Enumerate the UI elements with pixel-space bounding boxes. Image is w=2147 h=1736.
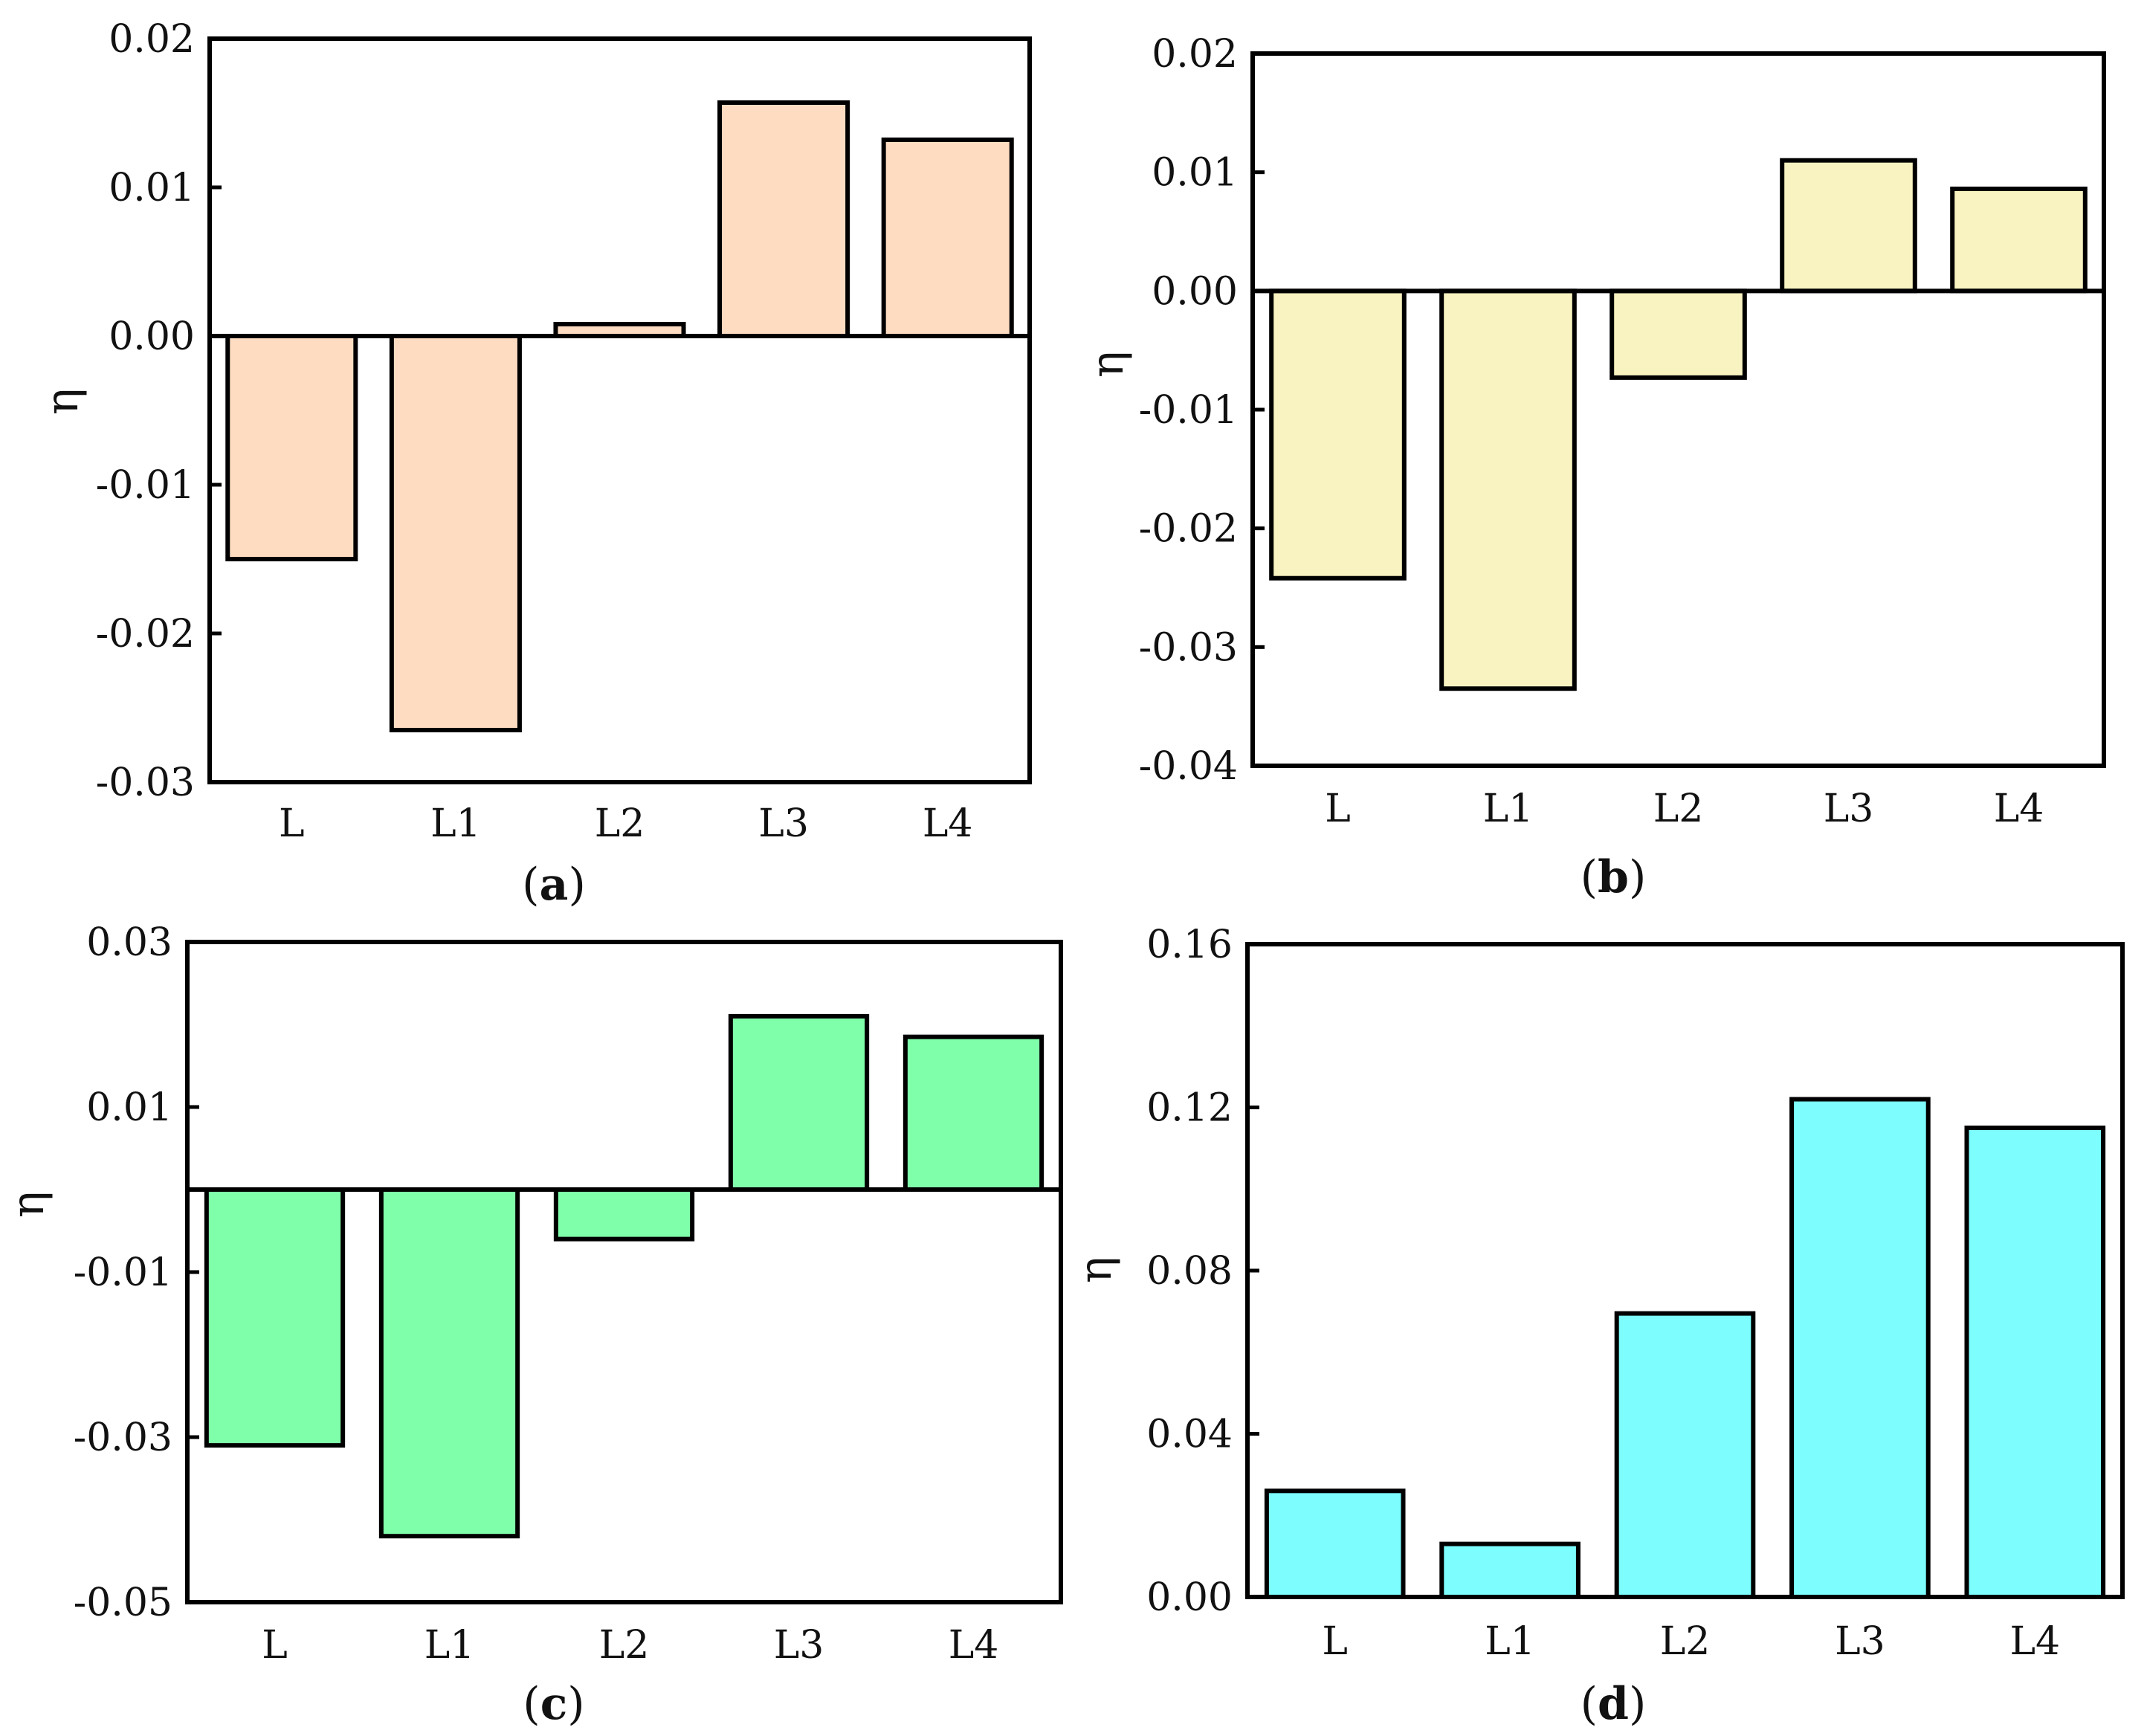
y-tick-label: 0.03	[86, 920, 172, 965]
panel-label: (b)	[1581, 851, 1647, 903]
bar-L	[1264, 1488, 1406, 1599]
y-tick-label: -0.01	[1139, 388, 1238, 433]
chart-panel-d: 0.16 0.12 0.08 0.04 0.00 L L1 L2 L3 L4 η (d)	[1070, 923, 2125, 1730]
panel-label: (a)	[522, 859, 586, 911]
panel-label: (d)	[1581, 1678, 1647, 1730]
y-tick-label: -0.03	[74, 1416, 172, 1460]
chart-panel-a: 0.02 0.01 0.00 -0.01 -0.02 -0.03 L L1 L2 L3 L4 η (a)	[36, 17, 1032, 911]
y-axis-label: η	[2, 1191, 54, 1218]
y-axis-label: η	[1070, 1256, 1122, 1283]
x-tick-label: L2	[599, 1623, 650, 1668]
bar-L2	[1610, 288, 1747, 380]
x-tick-label: L3	[1824, 787, 1874, 831]
x-tick-label: L1	[1485, 1619, 1535, 1664]
y-axis-label: η	[36, 388, 88, 415]
bar-L3	[717, 100, 850, 338]
y-tick-label: -0.02	[96, 612, 195, 656]
bar-L	[204, 1187, 346, 1448]
y-tick-label: 0.08	[1146, 1249, 1233, 1294]
x-tick-label: L1	[1483, 787, 1534, 831]
x-tick-label: L3	[774, 1623, 824, 1668]
x-tick-label: L1	[430, 801, 481, 846]
y-tick-label: -0.01	[74, 1251, 172, 1295]
y-tick-label: -0.01	[96, 463, 195, 508]
chart-panel-b: 0.02 0.01 0.00 -0.01 -0.02 -0.03 -0.04 L L1 L2 L3 L…	[1082, 32, 2106, 903]
bar-L3	[1789, 1097, 1931, 1599]
x-tick-label: L4	[1994, 787, 2044, 831]
y-tick-label: 0.02	[1152, 32, 1238, 77]
x-tick-label: L2	[1653, 787, 1704, 831]
y-tick-label: -0.03	[1139, 625, 1238, 670]
x-tick-label: L4	[923, 801, 973, 846]
x-tick-label: L4	[2009, 1619, 2060, 1664]
y-tick-label: 0.16	[1146, 923, 1233, 967]
bar-L	[1269, 288, 1407, 581]
chart-panel-c: 0.03 0.01 -0.01 -0.03 -0.05 L L1 L2 L3 L4 η (c)	[2, 920, 1063, 1730]
bar-L4	[881, 138, 1014, 338]
x-tick-label: L2	[595, 801, 645, 846]
bar-L1	[1439, 1541, 1581, 1600]
bar-L3	[1780, 158, 1917, 294]
plot-frame	[207, 36, 1032, 784]
x-tick-label: L4	[949, 1623, 999, 1668]
bar-L1	[1439, 288, 1577, 691]
y-tick-label: 0.12	[1146, 1086, 1233, 1131]
bar-L1	[378, 1187, 520, 1539]
x-tick-label: L	[279, 801, 305, 846]
y-tick-label: 0.01	[1152, 151, 1238, 196]
bar-L4	[1964, 1125, 2106, 1599]
x-tick-label: L	[1325, 787, 1351, 831]
y-tick-label: -0.05	[74, 1581, 172, 1625]
y-tick-label: 0.04	[1146, 1413, 1233, 1457]
x-tick-label: L	[1322, 1619, 1348, 1664]
x-tick-label: L3	[1835, 1619, 1885, 1664]
y-tick-label: 0.01	[109, 166, 195, 210]
bar-L	[225, 334, 358, 561]
bar-L2	[1614, 1311, 1756, 1600]
bar-L2	[553, 1187, 695, 1242]
panel-label: (c)	[523, 1678, 584, 1730]
y-tick-label: -0.03	[96, 761, 195, 805]
y-tick-label: -0.04	[1139, 744, 1238, 789]
y-tick-label: 0.00	[1152, 269, 1238, 314]
x-tick-label: L3	[758, 801, 809, 846]
y-tick-label: -0.02	[1139, 507, 1238, 552]
bar-L4	[903, 1034, 1045, 1193]
x-tick-label: L2	[1660, 1619, 1711, 1664]
x-tick-label: L	[262, 1623, 288, 1668]
y-tick-label: 0.00	[109, 314, 195, 359]
y-tick-label: 0.02	[109, 17, 195, 62]
y-tick-label: 0.00	[1146, 1575, 1233, 1620]
y-axis-label: η	[1082, 351, 1134, 378]
bar-L3	[728, 1013, 870, 1193]
y-tick-label: 0.01	[86, 1085, 172, 1130]
x-tick-label: L1	[424, 1623, 475, 1668]
bar-L1	[389, 334, 522, 732]
bar-L4	[1950, 187, 2088, 294]
